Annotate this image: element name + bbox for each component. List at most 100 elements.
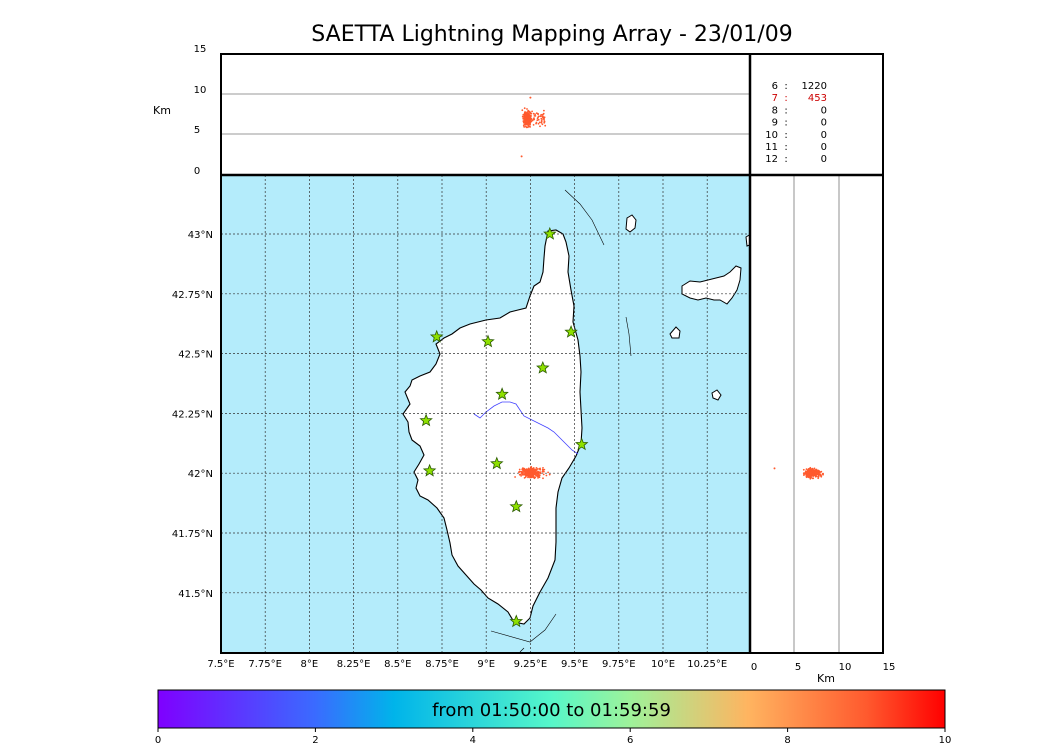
strike-point xyxy=(542,467,544,469)
pianosa-island xyxy=(669,326,681,339)
count-value: 1220 xyxy=(802,81,827,92)
map-ytick-labels: 41.5°N 41.75°N 42°N 42.25°N 42.5°N 42.75°N 43°… xyxy=(172,230,213,600)
strike-point xyxy=(815,473,817,475)
strike-point xyxy=(543,121,546,124)
top-strike-points xyxy=(520,96,547,158)
strike-point xyxy=(537,122,540,125)
map-xtick: 9.75°E xyxy=(602,659,636,670)
outer-frame xyxy=(220,53,884,654)
strike-point xyxy=(527,467,530,470)
strike-point xyxy=(523,470,526,473)
count-level: 7 xyxy=(772,93,778,104)
map-xtick: 10.25°E xyxy=(687,659,727,670)
strike-point xyxy=(532,471,535,473)
corsica-island xyxy=(402,229,583,625)
count-level: 10 xyxy=(765,130,778,141)
strike-point xyxy=(543,470,545,473)
strike-point xyxy=(537,115,540,118)
strike-point xyxy=(532,476,535,479)
strike-point xyxy=(806,474,808,477)
map-gridlines xyxy=(221,175,750,653)
strike-point xyxy=(541,118,543,120)
right-xtick: 10 xyxy=(839,662,852,673)
map-panel: 7.5°E 7.75°E 8°E 8.25°E 8.5°E 8.75°E 9°E 9.25°E… xyxy=(172,175,750,670)
map-ytick: 42.25°N xyxy=(172,409,213,420)
strike-point xyxy=(523,468,525,470)
strike-point xyxy=(521,109,524,112)
strike-point xyxy=(821,472,824,475)
strike-point xyxy=(817,475,820,478)
chart-title: SAETTA Lightning Mapping Array - 23/01/0… xyxy=(311,22,793,47)
station-star-icon xyxy=(481,334,495,348)
strike-point xyxy=(534,115,537,117)
right-xlabel: Km xyxy=(817,672,835,685)
elba-island xyxy=(681,265,742,305)
colorbar-tick: 6 xyxy=(627,735,633,746)
strike-point xyxy=(541,470,544,473)
strike-point xyxy=(518,468,521,471)
count-level: 12 xyxy=(765,154,778,165)
count-level: 9 xyxy=(772,118,778,129)
map-ytick: 43°N xyxy=(188,230,213,241)
strike-point xyxy=(529,126,531,128)
strike-point xyxy=(533,468,536,471)
station-star-icon xyxy=(509,614,524,628)
strike-point xyxy=(535,467,538,469)
strike-point xyxy=(805,475,808,478)
count-level: 8 xyxy=(772,105,778,116)
strike-point xyxy=(542,477,544,480)
strike-point xyxy=(534,476,537,479)
map-xtick: 7.75°E xyxy=(248,659,282,670)
strike-point xyxy=(539,472,542,475)
strike-point xyxy=(803,473,805,476)
strike-point xyxy=(527,475,530,478)
map-ytick: 42°N xyxy=(188,469,213,480)
strike-point xyxy=(538,468,541,470)
strike-point xyxy=(528,473,530,476)
count-separator: : xyxy=(784,130,787,141)
strike-point xyxy=(543,120,546,122)
strike-point xyxy=(522,121,525,124)
strike-point xyxy=(536,474,539,476)
strike-point xyxy=(528,111,531,113)
map-xtick: 9°E xyxy=(477,659,495,670)
map-xtick: 9.5°E xyxy=(561,659,588,670)
strike-point xyxy=(523,126,526,128)
strike-point xyxy=(804,471,807,474)
strike-point xyxy=(811,477,814,480)
map-xtick: 10°E xyxy=(651,659,675,670)
count-level: 6 xyxy=(772,81,778,92)
strike-point xyxy=(529,467,532,469)
strike-point xyxy=(809,473,812,475)
strike-point xyxy=(810,471,812,474)
strike-point xyxy=(527,125,530,127)
count-separator: : xyxy=(784,105,787,116)
map-strike-points xyxy=(514,465,551,480)
strike-point xyxy=(529,120,531,123)
strike-point xyxy=(543,117,545,119)
strike-point xyxy=(539,115,542,118)
strike-point xyxy=(536,119,539,122)
strike-point xyxy=(808,467,811,470)
strike-point xyxy=(805,468,808,470)
strike-point xyxy=(521,468,524,471)
strike-point xyxy=(534,113,536,116)
strike-point xyxy=(537,118,540,121)
top-ylabel: Km xyxy=(153,104,171,117)
strike-point xyxy=(523,107,526,110)
station-star-icon xyxy=(429,329,444,343)
colorbar-tick: 4 xyxy=(470,735,476,746)
station-star-icon xyxy=(564,325,578,338)
strike-point xyxy=(529,96,532,99)
top-panel: 15 10 5 0 Km xyxy=(153,44,750,177)
strike-point xyxy=(544,124,547,127)
strike-point xyxy=(540,113,543,116)
strike-point xyxy=(520,475,522,477)
strike-point xyxy=(541,123,544,126)
count-separator: : xyxy=(784,118,787,129)
strike-point xyxy=(533,473,536,476)
strike-point xyxy=(527,112,530,115)
strike-point xyxy=(524,116,526,118)
count-value: 0 xyxy=(821,130,827,141)
map-xtick: 7.5°E xyxy=(207,659,234,670)
